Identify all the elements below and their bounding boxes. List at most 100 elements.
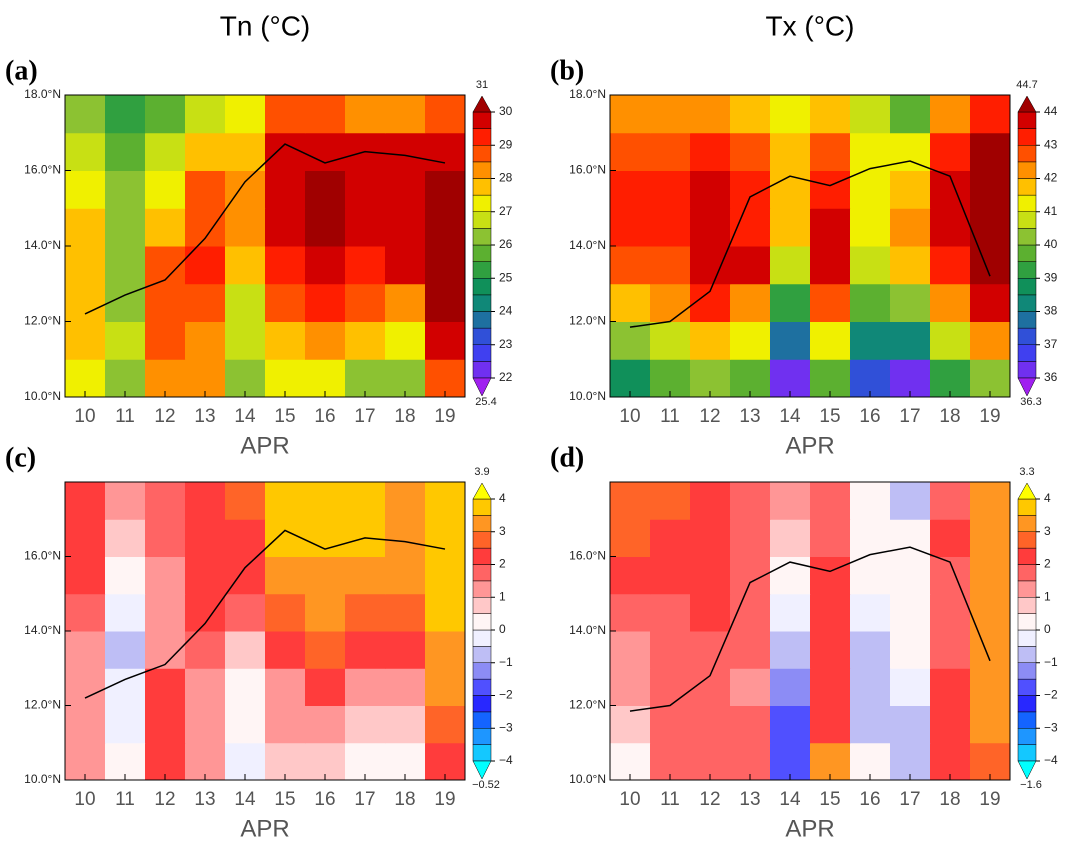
heatmap-cell — [225, 482, 266, 520]
heatmap-cell — [105, 321, 146, 360]
x-tick-label: 15 — [274, 406, 295, 427]
heatmap-cell — [305, 95, 346, 134]
heatmap-cell — [385, 668, 426, 706]
colorbar-tick-label: 44 — [1044, 104, 1058, 118]
heatmap-cell — [730, 519, 771, 557]
colorbar-box — [472, 344, 492, 362]
x-tick-label: 18 — [939, 789, 960, 810]
y-tick-label: 12.0°N — [569, 698, 606, 712]
heatmap-cell — [810, 668, 851, 706]
colorbar-tick-label: 2 — [499, 557, 506, 571]
line — [629, 160, 991, 328]
colorbar-min-label: −0.52 — [472, 779, 500, 791]
heatmap-cell — [730, 482, 771, 520]
colorbar-box — [1017, 597, 1037, 614]
heatmap-cell — [225, 593, 266, 632]
colorbar-box — [472, 580, 492, 598]
colorbar-tick-label: 41 — [1044, 204, 1058, 218]
heatmap-cell — [225, 631, 266, 669]
heatmap-cell — [265, 631, 306, 669]
heatmap-cell — [770, 631, 811, 669]
heatmap-cell — [185, 246, 226, 285]
colorbar-min-label: −1.6 — [1020, 779, 1042, 791]
colorbar-box — [1017, 161, 1037, 179]
heatmap-cell — [690, 95, 731, 134]
x-axis-label: APR — [240, 432, 289, 459]
colorbar-box — [472, 744, 492, 762]
heatmap-cell — [730, 246, 771, 285]
heatmap-cell — [345, 170, 386, 209]
heatmap-cell — [145, 705, 186, 744]
heatmap-cell — [650, 170, 691, 209]
x-tick-label: 14 — [779, 789, 801, 810]
colorbar-box — [472, 711, 492, 729]
heatmap-cell — [345, 705, 386, 744]
heatmap-cell — [610, 631, 651, 669]
x-tick-label: 14 — [779, 406, 801, 427]
heatmap-cell — [185, 321, 226, 360]
heatmap-cell — [265, 519, 306, 557]
heatmap-cell — [425, 631, 466, 669]
x-tick-label: 14 — [234, 789, 256, 810]
colorbar-box — [472, 311, 492, 329]
heatmap-cell — [385, 519, 426, 557]
heatmap-cell — [65, 482, 106, 520]
heatmap-cell — [385, 95, 426, 134]
heatmap-cell — [65, 668, 106, 706]
colorbar-box — [472, 646, 492, 663]
heatmap-cell — [265, 283, 306, 322]
heatmap-cell — [225, 170, 266, 209]
line — [629, 546, 991, 712]
x-tick-label: 19 — [434, 406, 455, 427]
heatmap-cell — [770, 668, 811, 706]
heatmap-cell — [65, 705, 106, 744]
x-tick-label: 11 — [660, 789, 680, 810]
heatmap-cell — [65, 208, 106, 247]
heatmap-cell — [690, 170, 731, 209]
heatmap-cell — [690, 631, 731, 669]
heatmap-cell — [970, 170, 1011, 209]
colorbar-triangle-high — [1017, 482, 1037, 500]
heatmap-cell — [265, 170, 306, 209]
heatmap-cell — [610, 556, 651, 595]
heatmap-cell — [105, 593, 146, 632]
heatmap-cell — [690, 482, 731, 520]
y-tick-label: 12.0°N — [24, 698, 61, 712]
heatmap-cell — [770, 593, 811, 632]
colorbar-triangle-low — [1017, 377, 1037, 397]
heatmap-cell — [185, 519, 226, 557]
heatmap-cell — [810, 95, 851, 134]
x-tick-label: 12 — [154, 406, 175, 427]
heatmap-cell — [305, 321, 346, 360]
heatmap-cell — [265, 482, 306, 520]
colorbar-box — [472, 597, 492, 614]
heatmap-cell — [690, 246, 731, 285]
colorbar-tick-label: 29 — [499, 137, 513, 151]
heatmap-cell — [930, 705, 971, 744]
x-tick-label: 15 — [819, 406, 840, 427]
heatmap-cell — [105, 208, 146, 247]
heatmap-cell — [650, 321, 691, 360]
heatmap-cell — [305, 246, 346, 285]
colorbar-box — [472, 261, 492, 279]
colorbar-box — [1017, 145, 1037, 163]
x-tick-label: 16 — [314, 789, 335, 810]
colorbar-max-label: 31 — [476, 79, 488, 91]
heatmap-cell — [305, 208, 346, 247]
heatmap-cell — [225, 556, 266, 595]
colorbar-box — [1017, 344, 1037, 362]
heatmap-cell — [225, 283, 266, 322]
x-tick-label: 18 — [394, 406, 415, 427]
colorbar-tick-label: 26 — [499, 237, 513, 251]
heatmap-cell — [345, 631, 386, 669]
heatmap-cell — [730, 668, 771, 706]
heatmap-cell — [425, 482, 466, 520]
panel-label: (d) — [550, 442, 584, 473]
heatmap-cell — [345, 95, 386, 134]
panel-label: (c) — [5, 442, 36, 473]
heatmap-cell — [890, 132, 931, 171]
heatmap-cell — [305, 631, 346, 669]
heatmap-cell — [105, 132, 146, 171]
heatmap-cell — [105, 482, 146, 520]
heatmap-cell — [385, 321, 426, 360]
